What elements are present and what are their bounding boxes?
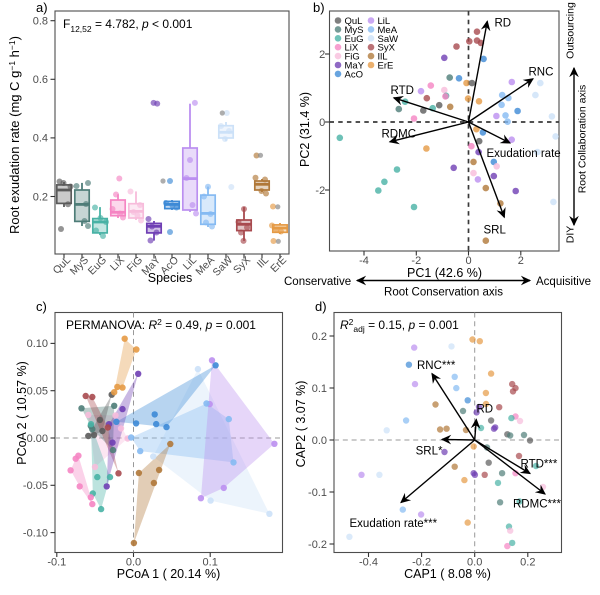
svg-text:0.0: 0.0 [126, 557, 141, 569]
svg-text:RTD: RTD [391, 85, 414, 97]
svg-text:-0.1: -0.1 [47, 557, 66, 569]
svg-text:CAP2 ( 3.07 %): CAP2 ( 3.07 %) [294, 381, 308, 468]
svg-text:RD: RD [477, 404, 494, 416]
svg-text:EuG: EuG [345, 34, 364, 45]
svg-text:ErE: ErE [378, 61, 394, 72]
svg-text:PERMANOVA: R2 = 0.49, p = 0.00: PERMANOVA: R2 = 0.49, p = 0.001 [66, 317, 256, 332]
svg-text:MyS: MyS [345, 25, 364, 36]
svg-text:RNC: RNC [529, 67, 554, 79]
svg-text:RDMC***: RDMC*** [513, 499, 561, 511]
svg-text:b): b) [313, 0, 325, 15]
svg-text:Root Conservation axis: Root Conservation axis [384, 287, 503, 299]
svg-text:0.2: 0.2 [33, 191, 48, 203]
svg-text:Species: Species [148, 271, 192, 285]
svg-text:FiG: FiG [345, 52, 360, 63]
svg-text:LiL: LiL [378, 16, 391, 27]
svg-text:SRL*: SRL* [416, 446, 443, 458]
svg-text:SyX: SyX [378, 43, 396, 54]
svg-text:-4: -4 [359, 255, 369, 267]
svg-text:PCoA 2 ( 10.57 %): PCoA 2 ( 10.57 %) [15, 361, 29, 465]
svg-text:LiX: LiX [345, 43, 359, 54]
svg-text:F12,52 = 4.782, p < 0.001: F12,52 = 4.782, p < 0.001 [63, 17, 193, 34]
svg-text:-0.1: -0.1 [308, 487, 327, 499]
svg-text:Exudation rate: Exudation rate [487, 148, 561, 160]
svg-text:CAP1 ( 8.08 %): CAP1 ( 8.08 %) [404, 567, 491, 581]
svg-text:0.00: 0.00 [27, 433, 48, 445]
svg-text:-0.2: -0.2 [412, 557, 431, 569]
svg-text:R2adj = 0.15, p = 0.001: R2adj = 0.15, p = 0.001 [340, 317, 459, 334]
svg-text:Root exudation rate (mg C g−1: Root exudation rate (mg C g−1 h−1) [7, 36, 22, 234]
svg-text:RNC***: RNC*** [417, 360, 456, 372]
svg-text:QuL: QuL [345, 16, 363, 27]
svg-text:Exudation rate***: Exudation rate*** [350, 518, 438, 530]
svg-text:DIY: DIY [565, 226, 577, 244]
svg-text:AcO: AcO [345, 69, 363, 80]
svg-text:-0.10: -0.10 [23, 527, 48, 539]
svg-text:c): c) [36, 299, 47, 314]
svg-text:-0.2: -0.2 [308, 539, 327, 551]
svg-text:Conservative: Conservative [284, 276, 351, 288]
svg-text:PCoA 1 ( 20.14 %): PCoA 1 ( 20.14 %) [117, 567, 221, 581]
svg-text:MeA: MeA [378, 25, 398, 36]
svg-text:-2: -2 [315, 185, 325, 197]
svg-text:Outsourcing: Outsourcing [565, 2, 577, 59]
svg-text:SaW: SaW [378, 34, 399, 45]
svg-text:PC1 (42.6 %): PC1 (42.6 %) [407, 266, 482, 280]
svg-text:2: 2 [319, 49, 325, 61]
svg-text:0.05: 0.05 [27, 386, 48, 398]
svg-text:RTD***: RTD*** [521, 459, 558, 471]
svg-text:0.2: 0.2 [312, 331, 327, 343]
svg-text:RD: RD [495, 18, 512, 30]
svg-text:0.1: 0.1 [312, 383, 327, 395]
svg-text:RDMC: RDMC [382, 129, 417, 141]
svg-text:0.4: 0.4 [33, 133, 48, 145]
svg-text:0: 0 [465, 255, 471, 267]
svg-text:0: 0 [319, 117, 325, 129]
svg-text:d): d) [315, 299, 327, 314]
svg-text:Acquisitive: Acquisitive [536, 276, 591, 288]
svg-text:-0.05: -0.05 [23, 480, 48, 492]
svg-text:MaY: MaY [345, 61, 365, 72]
svg-text:0.0: 0.0 [467, 557, 482, 569]
svg-text:0.8: 0.8 [33, 16, 48, 28]
svg-text:IlL: IlL [378, 52, 388, 63]
svg-text:-0.4: -0.4 [359, 557, 378, 569]
svg-text:0.6: 0.6 [33, 74, 48, 86]
svg-text:0.1: 0.1 [203, 557, 218, 569]
svg-text:0.0: 0.0 [312, 435, 327, 447]
svg-text:2: 2 [518, 255, 524, 267]
svg-text:PC2 (31.4 %): PC2 (31.4 %) [298, 92, 312, 167]
svg-text:a): a) [36, 0, 48, 15]
svg-text:Root Collaboration axis: Root Collaboration axis [577, 85, 589, 194]
svg-text:0.2: 0.2 [520, 557, 535, 569]
svg-text:-2: -2 [411, 255, 421, 267]
svg-text:0.10: 0.10 [27, 338, 48, 350]
svg-text:SRL: SRL [484, 225, 507, 237]
